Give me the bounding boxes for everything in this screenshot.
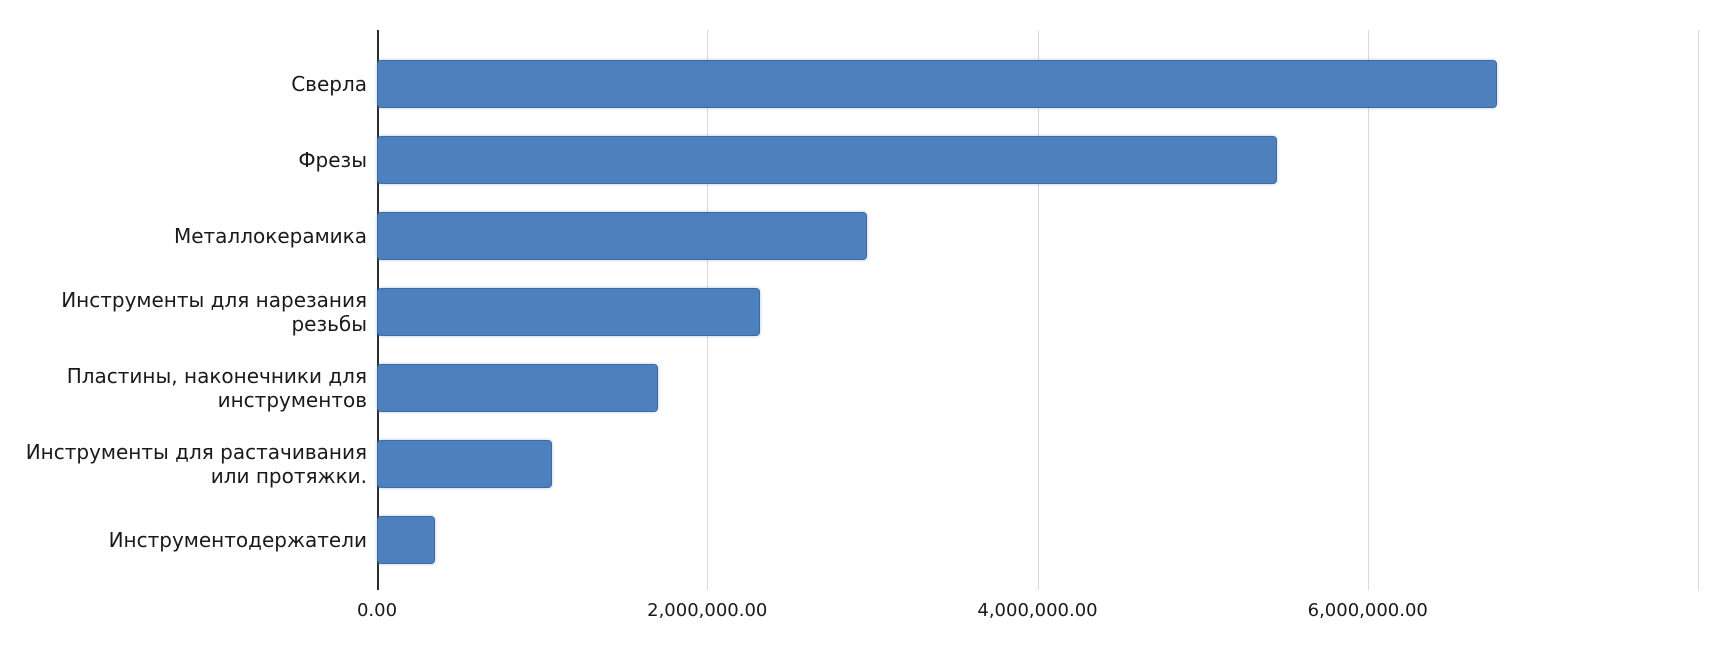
category-label: Металлокерамика xyxy=(173,224,367,248)
gridline xyxy=(1037,30,1039,590)
bar[interactable] xyxy=(377,212,868,260)
bar[interactable] xyxy=(377,60,1497,108)
category-label: Фрезы xyxy=(298,148,367,172)
category-label: Инструментодержатели xyxy=(108,528,367,552)
category-label: Инструменты для растачивания или протяжк… xyxy=(25,440,367,488)
x-axis-tick-label: 2,000,000.00 xyxy=(647,600,768,621)
x-axis-tick-label: 4,000,000.00 xyxy=(977,600,1098,621)
bar[interactable] xyxy=(377,516,435,564)
gridline xyxy=(1698,30,1699,590)
x-axis-tick-label: 6,000,000.00 xyxy=(1307,600,1428,621)
bar[interactable] xyxy=(377,440,553,488)
bar[interactable] xyxy=(377,288,761,336)
x-axis-tick-label: 0.00 xyxy=(356,600,398,621)
category-label: Пластины, наконечники для инструментов xyxy=(66,364,367,412)
bar[interactable] xyxy=(377,136,1277,184)
category-label: Сверла xyxy=(291,72,367,96)
bar[interactable] xyxy=(377,364,658,412)
gridline xyxy=(1367,30,1369,590)
category-label: Инструменты для нарезания резьбы xyxy=(61,288,367,336)
